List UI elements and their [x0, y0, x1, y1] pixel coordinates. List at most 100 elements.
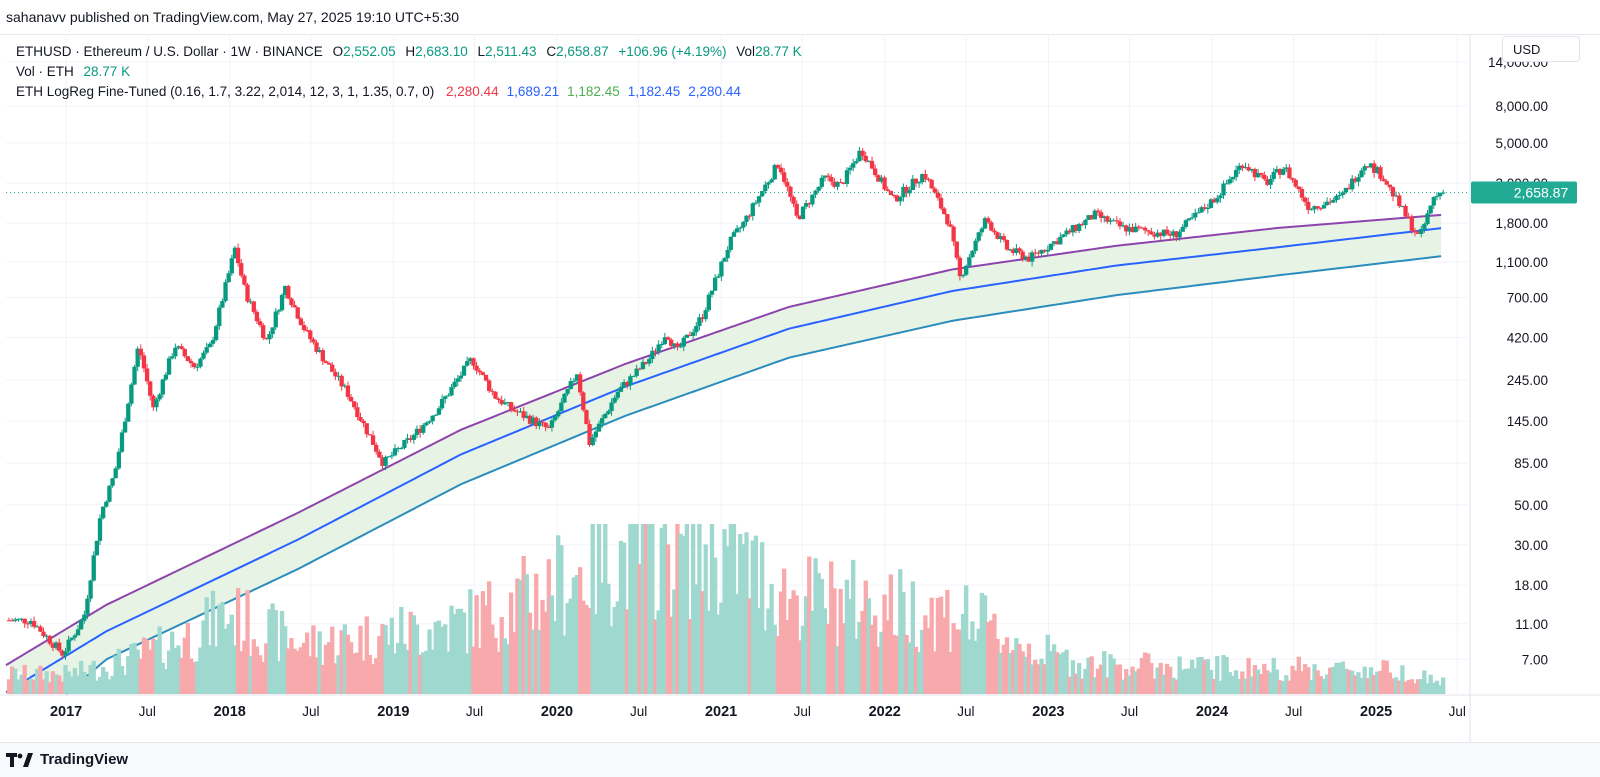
volume-bar: [430, 649, 435, 694]
candle-body: [358, 417, 363, 421]
volume-bar: [791, 590, 796, 694]
volume-bar: [314, 657, 319, 694]
candle-body: [951, 226, 956, 242]
candle-body: [408, 438, 413, 440]
volume-bar: [1277, 680, 1283, 694]
price-chart[interactable]: 14,000.008,000.005,000.003,000.001,800.0…: [0, 34, 1600, 742]
volume-bar: [716, 614, 721, 694]
volume-bar: [1048, 651, 1054, 694]
candle-body: [1406, 216, 1411, 218]
candle-body: [599, 418, 605, 424]
candle-body: [35, 626, 40, 628]
candle-body: [342, 385, 347, 387]
candle-body: [684, 334, 690, 338]
candle-body: [1346, 187, 1352, 190]
candle-body: [154, 399, 159, 408]
volume-bar: [144, 639, 150, 694]
time-tick-label: 2024: [1196, 704, 1228, 720]
volume-bar: [546, 559, 551, 694]
currency-selector[interactable]: USD: [1502, 36, 1580, 62]
candle-body: [1146, 230, 1151, 232]
time-tick-label: Jul: [139, 704, 156, 719]
volume-bar: [593, 614, 599, 694]
candle-body: [1255, 172, 1261, 178]
candle-body: [741, 221, 746, 228]
tradingview-logo[interactable]: TradingView: [6, 751, 128, 768]
volume-bar: [556, 535, 561, 694]
volume-bar: [508, 592, 514, 694]
symbol-description[interactable]: ETHUSD · Ethereum / U.S. Dollar · 1W · B…: [16, 44, 323, 59]
volume-bar: [505, 644, 511, 694]
candle-body: [333, 371, 338, 377]
candle-body: [1215, 198, 1220, 203]
volume-bar: [1102, 651, 1107, 694]
volume-bar: [540, 599, 545, 694]
candle-body: [515, 411, 520, 413]
volume-bar: [615, 601, 620, 694]
volume-bar: [819, 578, 824, 694]
volume-bar: [66, 671, 71, 694]
volume-bar: [1378, 670, 1383, 694]
volume-bar: [235, 588, 241, 694]
high-label: H: [405, 44, 416, 59]
volume-bar: [565, 603, 570, 694]
volume-bar: [653, 619, 658, 694]
volume-bar: [1061, 652, 1066, 694]
chart-area[interactable]: 14,000.008,000.005,000.003,000.001,800.0…: [0, 34, 1600, 742]
volume-bar: [248, 655, 253, 694]
volume-bar: [446, 651, 451, 694]
candle-body: [264, 338, 269, 340]
candle-body: [534, 417, 539, 427]
candle-body: [1415, 232, 1421, 234]
candle-body: [782, 172, 787, 182]
volume-bar: [1365, 678, 1371, 694]
volume-bar: [1393, 677, 1399, 694]
volume-bar: [1249, 676, 1254, 694]
candle-body: [38, 626, 43, 632]
candle-body: [1029, 252, 1035, 262]
volume-bar: [383, 625, 388, 694]
volume-bar: [364, 616, 369, 694]
volume-bar: [44, 671, 49, 694]
candle-body: [455, 378, 460, 382]
volume-bar: [110, 675, 115, 694]
volume-bar: [179, 657, 184, 694]
candle-body: [47, 635, 52, 644]
candle-body: [13, 619, 18, 621]
ohlc-row: ETHUSD · Ethereum / U.S. Dollar · 1W · B…: [16, 42, 802, 62]
candle-body: [44, 635, 49, 637]
volume-bar: [1343, 668, 1349, 694]
candle-body: [973, 240, 978, 251]
candle-body: [279, 295, 285, 311]
volume-bar: [584, 604, 589, 694]
candle-body: [982, 218, 988, 229]
candle-body: [28, 621, 34, 624]
candle-body: [1328, 201, 1333, 203]
volume-bar: [63, 664, 68, 694]
volume-bar: [628, 524, 633, 694]
volume-bar: [643, 524, 649, 694]
volume-bar: [213, 646, 219, 694]
volume-bar: [1171, 677, 1176, 694]
volume-bar: [53, 674, 59, 694]
candle-body: [1077, 224, 1082, 231]
candle-body: [609, 402, 614, 412]
volume-bar: [913, 646, 919, 694]
candle-body: [323, 361, 329, 364]
volume-bar: [1431, 682, 1436, 694]
indicator-label[interactable]: ETH LogReg Fine-Tuned (0.16, 1.7, 3.22, …: [16, 84, 435, 99]
volume-bar: [405, 649, 410, 694]
volume-bar: [1177, 656, 1182, 694]
volume-bar: [226, 624, 231, 694]
candle-body: [273, 311, 278, 328]
volume-bar: [1205, 659, 1210, 694]
volume-indicator-label[interactable]: Vol · ETH: [16, 64, 74, 79]
volume-bar: [60, 681, 65, 694]
volume-bar: [1246, 658, 1251, 694]
volume-bar: [568, 598, 573, 694]
volume-bar: [31, 679, 37, 694]
candle-body: [1437, 193, 1443, 197]
volume-bar: [336, 655, 341, 694]
volume-bar: [1262, 663, 1267, 694]
volume-bar: [267, 609, 272, 694]
